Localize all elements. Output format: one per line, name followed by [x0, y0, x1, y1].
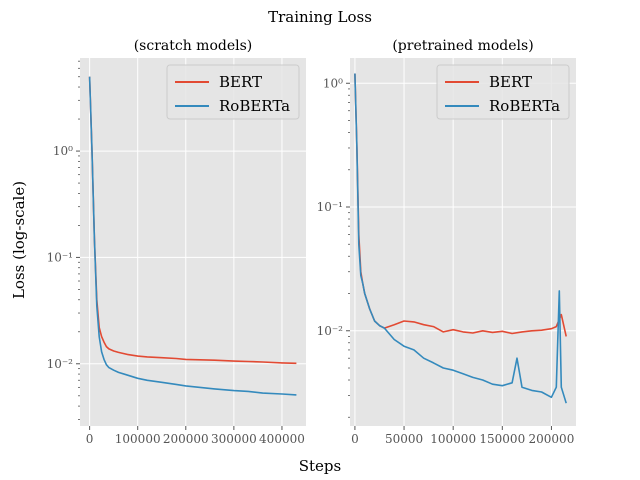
panel2-y-tick-label: 10⁰: [323, 76, 343, 90]
panel2-x-tick-label: 50000: [385, 432, 423, 446]
panel2-title: (pretrained models): [392, 38, 533, 54]
pretrained-models-panel: (pretrained models) 0 50000 100000 150000 200…: [317, 38, 576, 446]
panel2-x-tick-label: 0: [351, 432, 359, 446]
figure-title: Training Loss: [268, 8, 372, 26]
panel2-x-tick-label: 100000: [430, 432, 476, 446]
panel1-y-tick-label: 10⁻¹: [47, 250, 73, 264]
y-axis-label: Loss (log-scale): [10, 181, 28, 299]
panel1-legend: BERT RoBERTa: [166, 64, 300, 120]
panel2-y-tick-label: 10⁻¹: [317, 200, 343, 214]
panel1-x-tick-label: 300000: [211, 432, 257, 446]
panel1-legend-label-roberta: RoBERTa: [219, 97, 290, 115]
panel1-x-tick-label: 200000: [163, 432, 209, 446]
panel1-legend-label-bert: BERT: [219, 73, 262, 91]
panel1-x-tick-label: 0: [86, 432, 94, 446]
panel1-x-tick-label: 400000: [259, 432, 305, 446]
x-axis-label: Steps: [299, 457, 341, 475]
panel1-x-tick-label: 100000: [115, 432, 161, 446]
panel1-y-tick-label: 10⁰: [53, 144, 73, 158]
panel2-x-tick-label: 150000: [479, 432, 525, 446]
scratch-models-panel: (scratch models) 0 100000 200000 300000 40000…: [47, 38, 306, 446]
panel2-x-tick-label: 200000: [529, 432, 575, 446]
panel2-legend-label-bert: BERT: [489, 73, 532, 91]
panel2-legend-label-roberta: RoBERTa: [489, 97, 560, 115]
panel2-series-roberta: [354, 73, 567, 404]
panel2-y-tick-label: 10⁻²: [317, 324, 344, 338]
panel1-series-roberta: [88, 76, 297, 396]
panel1-title: (scratch models): [134, 38, 253, 54]
panel2-legend: BERT RoBERTa: [436, 64, 570, 120]
panel1-y-tick-label: 10⁻²: [47, 357, 74, 371]
